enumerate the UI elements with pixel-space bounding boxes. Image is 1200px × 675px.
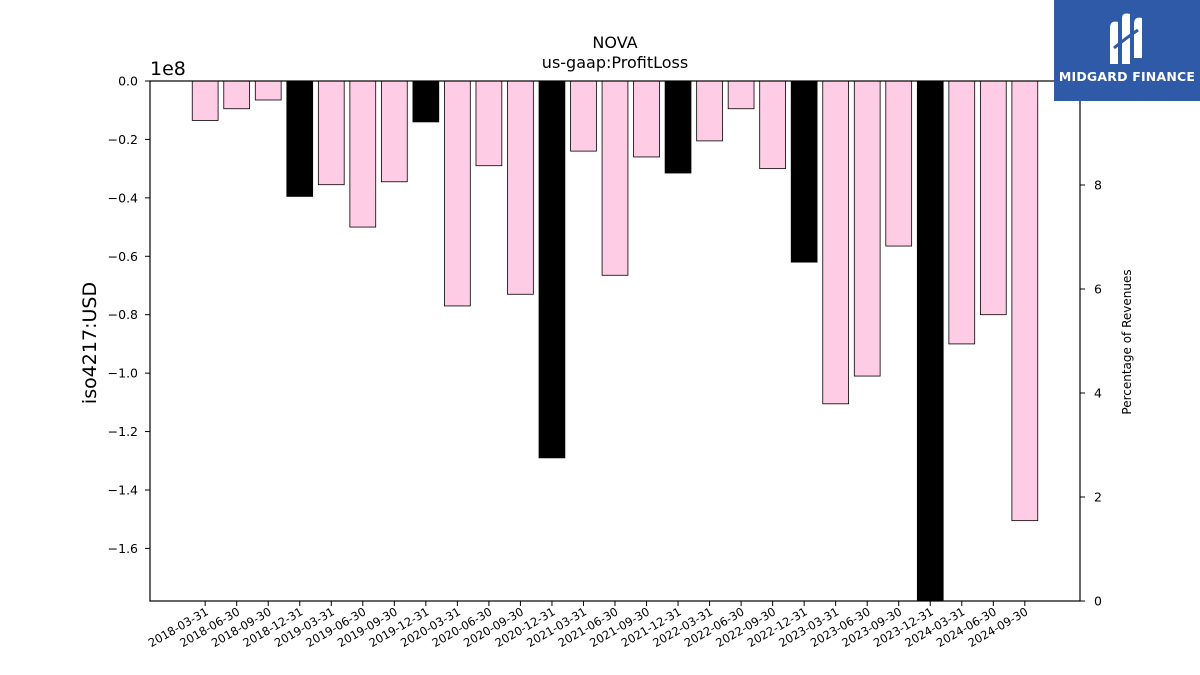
bar-2019-06-30 bbox=[349, 80, 377, 228]
bar-2020-06-30 bbox=[475, 80, 503, 167]
bar-2021-06-30 bbox=[601, 80, 629, 276]
y-tick-label: −1.0 bbox=[108, 366, 138, 381]
x-axis: 2018-03-312018-06-302018-09-302018-12-31… bbox=[146, 601, 1030, 650]
chart-subtitle: us-gaap:ProfitLoss bbox=[542, 53, 688, 72]
y-tick-label: −1.4 bbox=[108, 482, 138, 497]
secondary-y-axis: 0 2 4 6 8 bbox=[1080, 178, 1102, 609]
bar-2018-03-31 bbox=[191, 80, 219, 121]
y-axis-label: iso4217:USD bbox=[79, 282, 101, 404]
bar-2020-03-31 bbox=[444, 80, 471, 307]
y-tick-label: −1.6 bbox=[108, 541, 138, 556]
y2-axis-label: Percentage of Revenues bbox=[1120, 269, 1134, 414]
y-offset-label: 1e8 bbox=[150, 58, 186, 80]
bar-2022-12-31 bbox=[790, 80, 818, 263]
y-tick-label: −0.4 bbox=[108, 190, 138, 205]
bar-2024-03-31 bbox=[948, 80, 976, 345]
bar-2019-12-31 bbox=[412, 80, 440, 123]
bar-2021-12-31 bbox=[664, 80, 692, 174]
bar-2023-12-31 bbox=[916, 80, 944, 602]
y-tick-label: 0.0 bbox=[118, 74, 138, 89]
bar-2020-09-30 bbox=[507, 80, 534, 295]
y-tick-label: −0.2 bbox=[108, 132, 138, 147]
bar-2022-09-30 bbox=[759, 80, 786, 170]
bar-2022-06-30 bbox=[727, 80, 755, 110]
bar-2019-09-30 bbox=[380, 80, 408, 183]
bar-2021-09-30 bbox=[633, 80, 660, 158]
y2-tick-label: 0 bbox=[1094, 594, 1102, 609]
bar-2020-12-31 bbox=[538, 80, 566, 459]
bar-2023-06-30 bbox=[853, 80, 881, 377]
bar-2018-06-30 bbox=[223, 80, 251, 110]
bars-group bbox=[191, 80, 1039, 602]
plot-frame bbox=[149, 80, 1081, 602]
y-tick-label: −1.2 bbox=[108, 424, 138, 439]
y-tick-label: −0.6 bbox=[108, 249, 138, 264]
y2-tick-label: 6 bbox=[1094, 282, 1102, 297]
chart-title: NOVA bbox=[592, 33, 637, 52]
bar-2023-03-31 bbox=[822, 80, 850, 405]
logo-text: MIDGARD FINANCE bbox=[1058, 69, 1196, 84]
logo-mark-icon bbox=[1110, 13, 1142, 65]
y2-tick-label: 4 bbox=[1094, 386, 1102, 401]
y2-tick-label: 8 bbox=[1094, 178, 1102, 193]
bar-2024-06-30 bbox=[979, 80, 1007, 316]
y-tick-label: −0.8 bbox=[108, 307, 138, 322]
bar-2018-09-30 bbox=[254, 80, 282, 101]
brand-logo: MIDGARD FINANCE bbox=[1054, 0, 1200, 101]
bar-2018-12-31 bbox=[286, 80, 314, 197]
bar-2023-09-30 bbox=[885, 80, 913, 247]
y-axis: 0.0 −0.2 −0.4 −0.6 −0.8 −1.0 −1.2 −1.4 −1.6 bbox=[108, 74, 150, 556]
bar-2022-03-31 bbox=[696, 80, 723, 142]
bar-2021-03-31 bbox=[570, 80, 597, 152]
bar-2024-09-30 bbox=[1011, 80, 1039, 522]
y2-tick-label: 2 bbox=[1094, 490, 1102, 505]
bar-2019-03-31 bbox=[317, 80, 345, 186]
